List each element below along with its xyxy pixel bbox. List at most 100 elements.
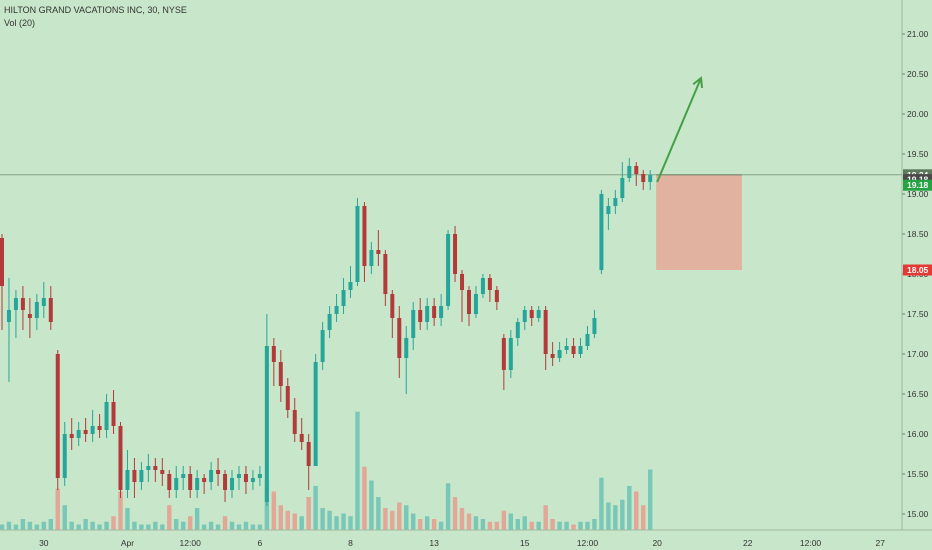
candle-body <box>250 478 255 482</box>
candle <box>487 274 492 302</box>
candle <box>599 190 604 274</box>
candle <box>139 462 144 490</box>
volume-bar <box>501 510 507 530</box>
candle-body <box>418 310 423 322</box>
candle-body <box>487 278 492 290</box>
time-tick-label: 6 <box>258 538 263 548</box>
candle-body <box>132 470 137 482</box>
volume-bar <box>34 524 40 530</box>
time-tick-label: 15 <box>520 538 530 548</box>
chart-legend: HILTON GRAND VACATIONS INC, 30, NYSE Vol… <box>4 4 187 30</box>
candle <box>146 454 151 482</box>
candle <box>606 198 611 230</box>
candle-body <box>432 306 437 318</box>
trend-arrow-line <box>656 77 702 183</box>
price-tick-label: 20.50 <box>907 69 929 79</box>
candle-body <box>397 318 402 358</box>
candle-body <box>341 290 346 306</box>
candle-body <box>76 430 81 438</box>
candle-body <box>425 306 430 322</box>
candle-body <box>369 250 374 266</box>
candle-body <box>564 346 569 350</box>
volume-bar <box>139 524 144 530</box>
candle <box>515 318 520 346</box>
candle <box>411 302 416 350</box>
volume-bar <box>431 519 437 530</box>
candle <box>334 294 339 322</box>
volume-bar <box>529 521 534 530</box>
volume-bar <box>174 519 179 530</box>
volume-bar <box>208 521 214 530</box>
candle-body <box>404 338 409 358</box>
candle-body <box>181 474 186 478</box>
candle-body <box>104 402 109 430</box>
candle <box>153 458 158 482</box>
candle <box>250 470 255 490</box>
candle <box>230 470 235 498</box>
candle-body <box>606 206 611 214</box>
candle <box>20 286 25 330</box>
candle <box>453 226 458 282</box>
candle <box>118 422 123 498</box>
volume-bar <box>181 521 186 530</box>
candle <box>160 458 165 486</box>
annotation-layer <box>0 174 902 270</box>
candle-body <box>306 442 311 466</box>
candle-body <box>634 166 639 174</box>
candle <box>620 162 625 202</box>
volume-bar <box>634 491 639 530</box>
candle <box>522 306 527 330</box>
volume-bar <box>648 469 653 530</box>
candle <box>174 466 179 498</box>
candle <box>34 294 39 330</box>
volume-bar <box>459 508 465 530</box>
volume-bar <box>118 491 123 530</box>
volume-indicator-label[interactable]: Vol (20) <box>4 18 36 28</box>
volume-bar <box>229 521 235 530</box>
volume-bar <box>320 508 325 530</box>
candle <box>390 290 395 338</box>
candle-body <box>13 298 18 310</box>
candle-body <box>613 198 618 206</box>
volume-bar <box>285 510 290 530</box>
volume-bar <box>599 477 604 530</box>
candle-body <box>6 310 11 322</box>
candle <box>362 202 367 282</box>
volume-bar <box>236 524 242 530</box>
candle-body <box>20 298 25 310</box>
candle-body <box>355 206 360 282</box>
price-label-badge: 19.18 <box>903 179 932 191</box>
candle-body <box>501 338 506 370</box>
volume-bar <box>480 519 486 530</box>
candle <box>585 326 590 350</box>
candle <box>188 466 193 498</box>
candle <box>648 170 653 190</box>
candle-body <box>313 362 318 466</box>
candle-body <box>362 206 367 266</box>
candle-body <box>62 434 67 478</box>
volume-bar <box>13 524 19 530</box>
price-label-text: 19.18 <box>907 175 929 185</box>
candle <box>425 298 430 330</box>
price-label-badge: 18.05 <box>903 264 932 276</box>
candle <box>27 298 32 338</box>
volume-bar <box>390 510 395 530</box>
candle-body <box>327 314 332 330</box>
candle <box>508 330 513 378</box>
volume-bar <box>194 508 200 530</box>
candle <box>627 158 632 182</box>
candle <box>543 306 548 370</box>
candle <box>111 390 116 434</box>
time-tick-label: 12:00 <box>577 538 599 548</box>
volume-bar <box>215 524 221 530</box>
candle <box>285 378 290 418</box>
volume-bar <box>187 516 193 530</box>
price-tick-label: 16.50 <box>907 389 929 399</box>
volume-bar <box>362 466 367 530</box>
candle <box>634 162 639 186</box>
candle <box>306 434 311 490</box>
volume-bar <box>313 486 318 530</box>
price-tick-label: 19.00 <box>907 189 929 199</box>
volume-bar <box>585 521 590 530</box>
